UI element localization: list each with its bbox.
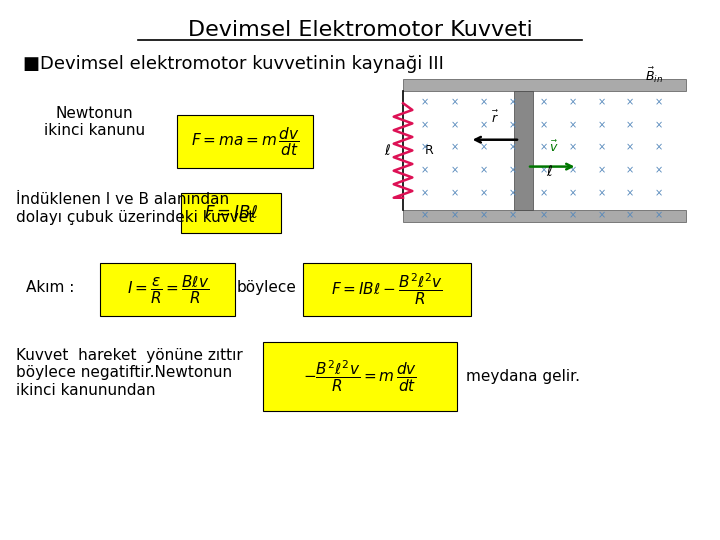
- Text: R: R: [425, 144, 433, 157]
- FancyBboxPatch shape: [514, 91, 533, 210]
- Text: $\times$: $\times$: [654, 97, 663, 107]
- Text: $\times$: $\times$: [479, 97, 487, 107]
- Text: $\times$: $\times$: [625, 143, 634, 153]
- Text: $\times$: $\times$: [625, 165, 634, 176]
- Text: $\times$: $\times$: [479, 120, 487, 130]
- Text: $\times$: $\times$: [508, 165, 516, 176]
- FancyBboxPatch shape: [100, 263, 235, 316]
- Text: $\times$: $\times$: [420, 188, 429, 198]
- Text: Devimsel Elektromotor Kuvveti: Devimsel Elektromotor Kuvveti: [188, 20, 532, 40]
- Text: $\times$: $\times$: [625, 188, 634, 198]
- Text: $\times$: $\times$: [539, 210, 548, 220]
- Text: $\ell$: $\ell$: [384, 143, 391, 158]
- FancyBboxPatch shape: [264, 342, 456, 411]
- Text: $\times$: $\times$: [450, 188, 459, 198]
- Text: $\times$: $\times$: [450, 165, 459, 176]
- FancyBboxPatch shape: [302, 263, 471, 316]
- Text: $\times$: $\times$: [539, 97, 548, 107]
- Text: $\times$: $\times$: [450, 120, 459, 130]
- Text: ■Devimsel elektromotor kuvvetinin kaynaği III: ■Devimsel elektromotor kuvvetinin kaynağ…: [23, 55, 444, 73]
- Text: $\times$: $\times$: [539, 165, 548, 176]
- Text: $\times$: $\times$: [654, 188, 663, 198]
- Text: $\times$: $\times$: [625, 210, 634, 220]
- Text: $\times$: $\times$: [597, 188, 606, 198]
- Text: $\times$: $\times$: [654, 120, 663, 130]
- Text: $\times$: $\times$: [625, 120, 634, 130]
- Text: $F = IB\ell - \dfrac{B^2\ell^2 v}{R}$: $F = IB\ell - \dfrac{B^2\ell^2 v}{R}$: [331, 272, 444, 307]
- Text: $\times$: $\times$: [450, 97, 459, 107]
- Text: $\times$: $\times$: [568, 97, 577, 107]
- FancyBboxPatch shape: [177, 115, 313, 168]
- Text: $\times$: $\times$: [597, 120, 606, 130]
- Text: $\times$: $\times$: [420, 165, 429, 176]
- Text: $\times$: $\times$: [508, 120, 516, 130]
- Text: $\times$: $\times$: [654, 143, 663, 153]
- Text: $\times$: $\times$: [508, 210, 516, 220]
- Text: $\times$: $\times$: [420, 210, 429, 220]
- Text: $\times$: $\times$: [597, 165, 606, 176]
- Text: $\times$: $\times$: [420, 143, 429, 153]
- Text: Newtonun
ikinci kanunu: Newtonun ikinci kanunu: [44, 106, 145, 138]
- Text: İndüklenen I ve B alanından
dolayı çubuk üzerindeki kuvvet: İndüklenen I ve B alanından dolayı çubuk…: [16, 192, 254, 225]
- Text: $-\dfrac{B^2\ell^2 v}{R} = m\,\dfrac{dv}{dt}$: $-\dfrac{B^2\ell^2 v}{R} = m\,\dfrac{dv}…: [303, 359, 417, 394]
- Text: $\times$: $\times$: [420, 97, 429, 107]
- Text: $\times$: $\times$: [654, 165, 663, 176]
- Text: $\times$: $\times$: [508, 143, 516, 153]
- Text: $\times$: $\times$: [568, 143, 577, 153]
- Text: $F = ma = m\,\dfrac{dv}{dt}$: $F = ma = m\,\dfrac{dv}{dt}$: [191, 125, 300, 158]
- Text: $\times$: $\times$: [450, 143, 459, 153]
- Text: $\times$: $\times$: [597, 210, 606, 220]
- Text: $\times$: $\times$: [568, 165, 577, 176]
- Text: Kuvvet  hareket  yönüne zıttır
böylece negatiftir.Newtonun
ikinci kanunundan: Kuvvet hareket yönüne zıttır böylece neg…: [16, 348, 243, 397]
- Text: $\vec{v}$: $\vec{v}$: [549, 139, 559, 155]
- FancyBboxPatch shape: [403, 210, 686, 221]
- Text: $\times$: $\times$: [479, 210, 487, 220]
- Text: $\times$: $\times$: [539, 188, 548, 198]
- Text: $\times$: $\times$: [479, 165, 487, 176]
- Text: $\times$: $\times$: [508, 97, 516, 107]
- Text: $\vec{B}_{in}$: $\vec{B}_{in}$: [645, 65, 663, 85]
- Text: $\times$: $\times$: [568, 188, 577, 198]
- Text: $\times$: $\times$: [450, 210, 459, 220]
- FancyBboxPatch shape: [403, 79, 686, 91]
- Text: $\times$: $\times$: [539, 143, 548, 153]
- Text: $\times$: $\times$: [479, 188, 487, 198]
- Text: $F = IB\ell$: $F = IB\ell$: [204, 204, 258, 222]
- Text: $\times$: $\times$: [539, 120, 548, 130]
- Text: $\times$: $\times$: [508, 188, 516, 198]
- Text: Akım :: Akım :: [27, 280, 75, 295]
- Text: $\times$: $\times$: [479, 143, 487, 153]
- Text: $\times$: $\times$: [654, 210, 663, 220]
- Text: $I = \dfrac{\varepsilon}{R} = \dfrac{B\ell v}{R}$: $I = \dfrac{\varepsilon}{R} = \dfrac{B\e…: [127, 273, 209, 306]
- Text: $\times$: $\times$: [568, 210, 577, 220]
- Text: böylece: böylece: [237, 280, 297, 295]
- Text: meydana gelir.: meydana gelir.: [466, 369, 580, 384]
- Text: $\times$: $\times$: [420, 120, 429, 130]
- Text: $\times$: $\times$: [597, 143, 606, 153]
- Text: $\ell$: $\ell$: [546, 165, 554, 179]
- Text: $\times$: $\times$: [568, 120, 577, 130]
- Text: $\vec{r}$: $\vec{r}$: [491, 110, 499, 126]
- Text: $\times$: $\times$: [597, 97, 606, 107]
- FancyBboxPatch shape: [181, 193, 281, 233]
- Text: $\times$: $\times$: [625, 97, 634, 107]
